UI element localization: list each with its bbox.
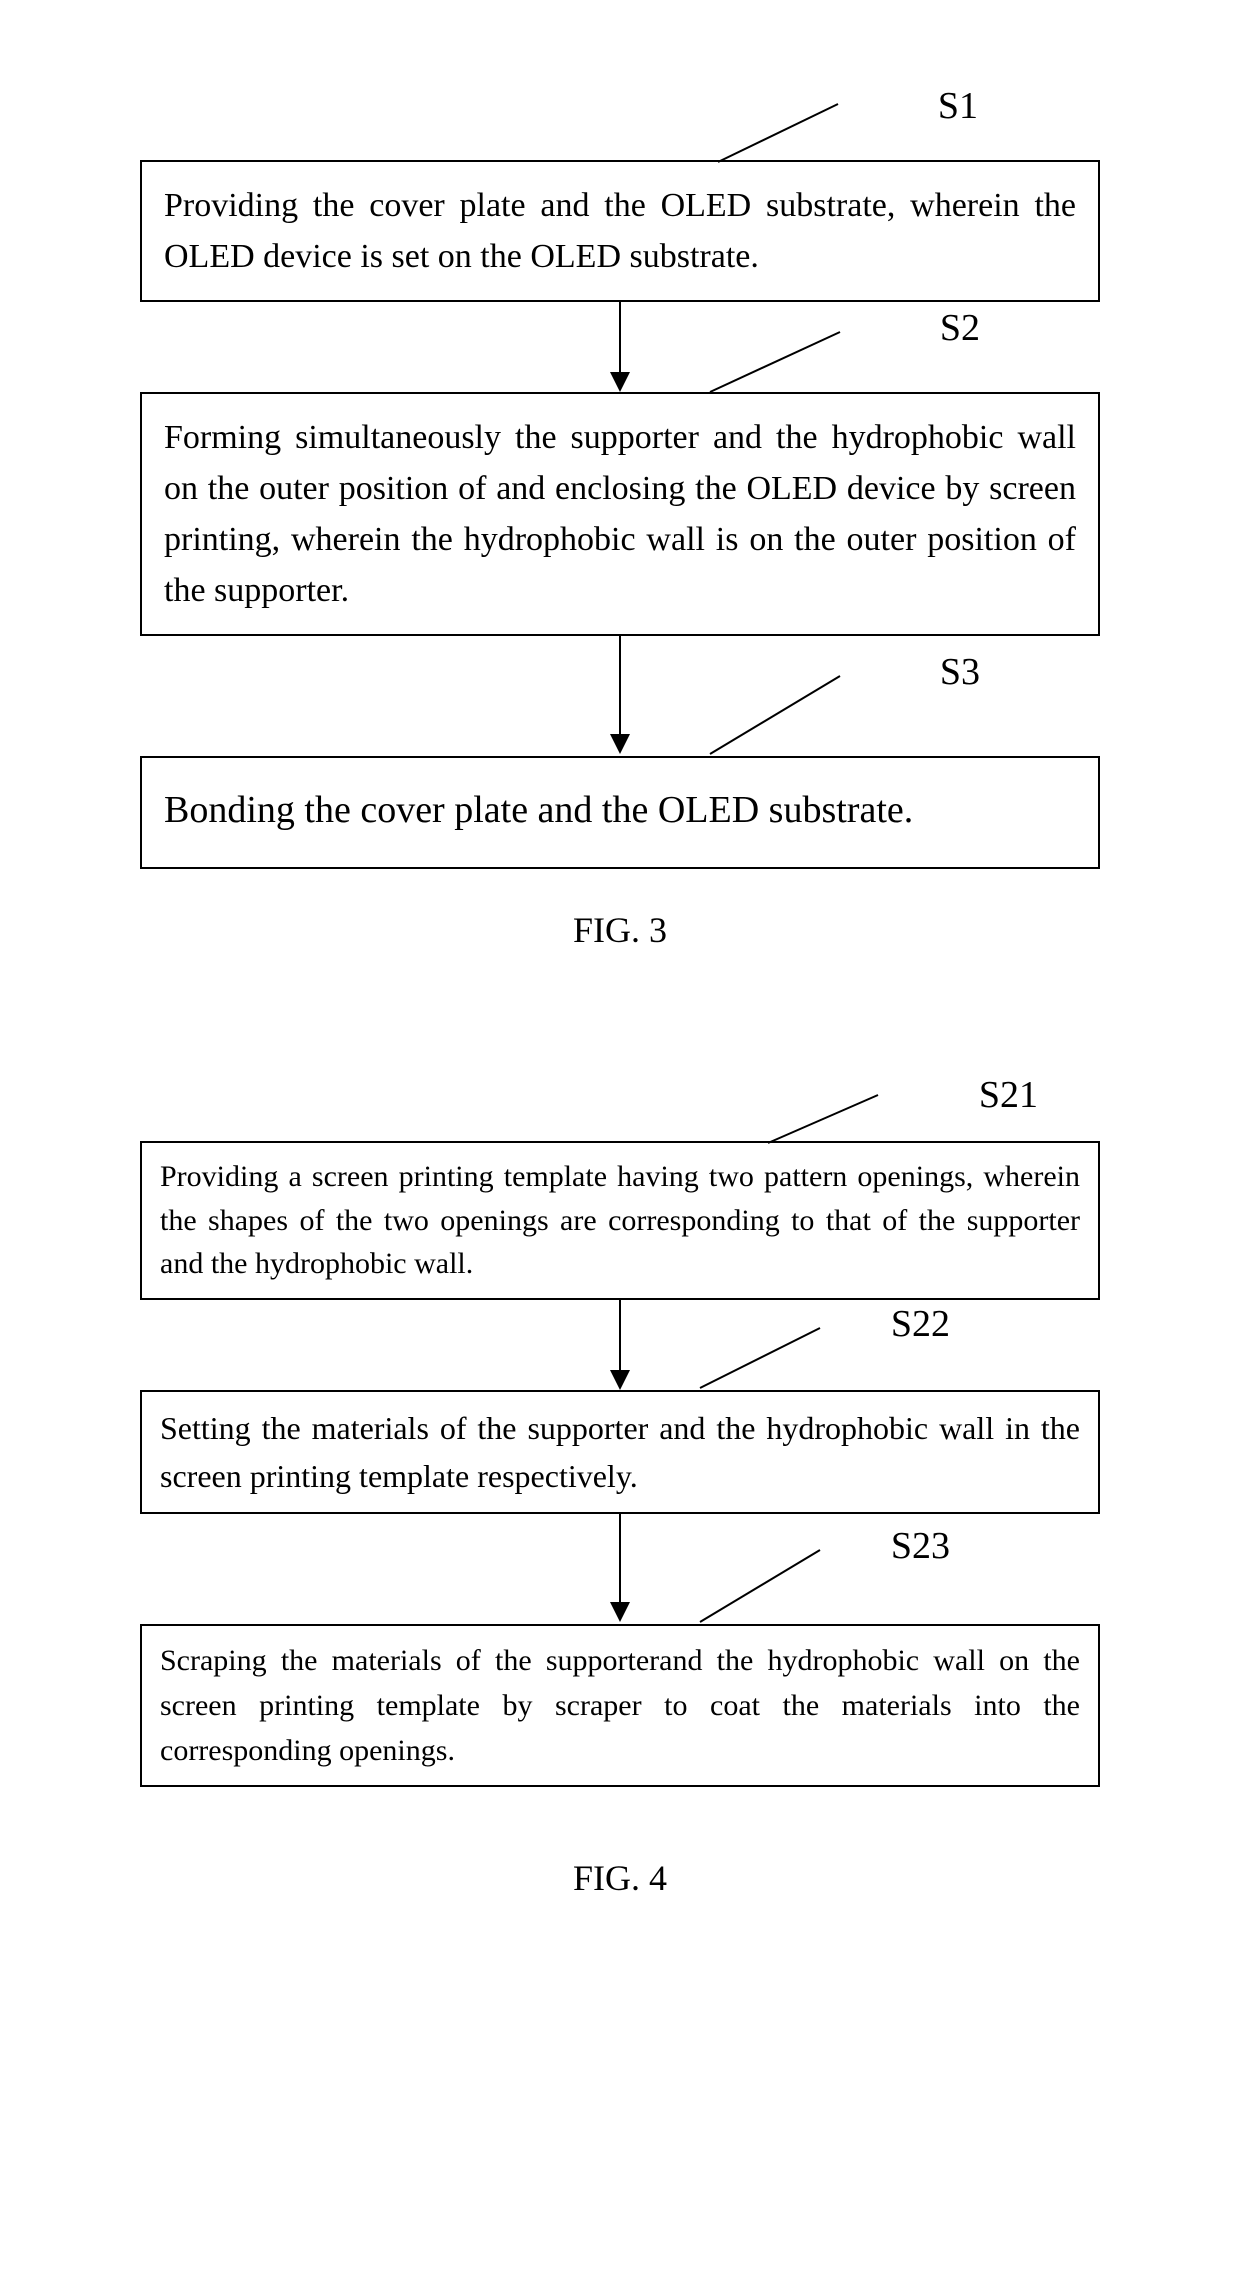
- flowchart-node-s3: Bonding the cover plate and the OLED sub…: [140, 756, 1100, 869]
- node-text: Bonding the cover plate and the OLED sub…: [142, 758, 1098, 867]
- leader-line-s1: [678, 86, 898, 166]
- arrow-head-icon: [610, 1602, 630, 1622]
- leader-line-s21: [728, 1081, 948, 1151]
- step-label-s21: S21: [979, 1073, 1038, 1117]
- arrow-shaft: [619, 1514, 621, 1604]
- arrow-head-icon: [610, 1370, 630, 1390]
- figure-4-caption: FIG. 4: [573, 1857, 667, 1899]
- node-text: Providing the cover plate and the OLED s…: [142, 162, 1098, 300]
- step-label-text: S1: [938, 84, 978, 128]
- arrow-s22-s23: S23: [140, 1514, 1100, 1624]
- step-label-text: S21: [979, 1073, 1038, 1117]
- arrow-s21-s22: S22: [140, 1300, 1100, 1390]
- step-label-text: S23: [891, 1525, 950, 1567]
- step-label-text: S2: [940, 307, 980, 349]
- flowchart-node-s2: Forming simultaneously the supporter and…: [140, 392, 1100, 636]
- step-label-text: S3: [940, 651, 980, 693]
- leader-line-s2: [680, 312, 900, 402]
- arrow-shaft: [619, 1300, 621, 1372]
- step-label-s22: S22: [891, 1302, 950, 1346]
- step-label-text: S22: [891, 1303, 950, 1345]
- arrow-head-icon: [610, 734, 630, 754]
- flowchart-node-s22: Setting the materials of the supporter a…: [140, 1390, 1100, 1514]
- step-label-s23: S23: [891, 1524, 950, 1568]
- figure-3-flowchart: S1 Providing the cover plate and the OLE…: [130, 120, 1110, 951]
- arrow-head-icon: [610, 372, 630, 392]
- step-label-s3: S3: [940, 650, 980, 694]
- figure-4-flowchart: S21 Providing a screen printing template…: [130, 1111, 1110, 1899]
- leader-line-s23: [680, 1528, 880, 1628]
- node-text: Scraping the materials of the supportera…: [142, 1626, 1098, 1785]
- step-label-s1: S1: [938, 84, 978, 128]
- arrow-s1-s2: S2: [140, 302, 1100, 392]
- arrow-s2-s3: S3: [140, 636, 1100, 756]
- node-text: Providing a screen printing template hav…: [142, 1143, 1098, 1298]
- node-text: Setting the materials of the supporter a…: [142, 1392, 1098, 1512]
- flowchart-node-s1: S1 Providing the cover plate and the OLE…: [140, 160, 1100, 302]
- node-text: Forming simultaneously the supporter and…: [142, 394, 1098, 634]
- spacer: [130, 951, 1110, 1111]
- arrow-shaft: [619, 302, 621, 374]
- flowchart-node-s23: Scraping the materials of the supportera…: [140, 1624, 1100, 1787]
- leader-line-s3: [680, 656, 900, 766]
- arrow-shaft: [619, 636, 621, 736]
- page: S1 Providing the cover plate and the OLE…: [0, 0, 1240, 1999]
- step-label-s2: S2: [940, 306, 980, 350]
- leader-line-s22: [680, 1306, 880, 1396]
- figure-3-caption: FIG. 3: [573, 909, 667, 951]
- flowchart-node-s21: S21 Providing a screen printing template…: [140, 1141, 1100, 1300]
